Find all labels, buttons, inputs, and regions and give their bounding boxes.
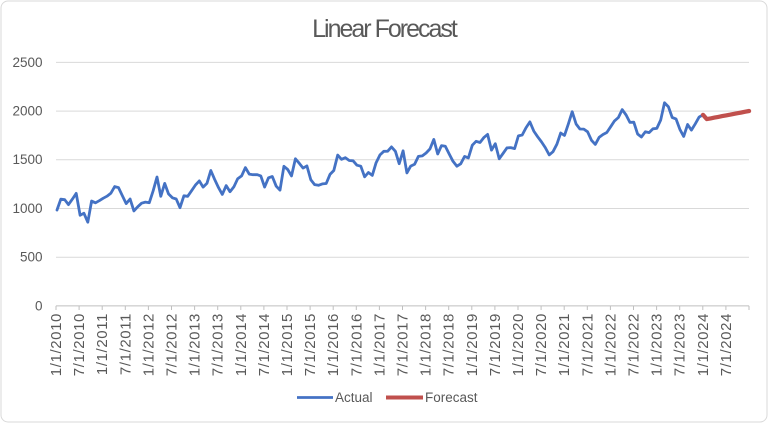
svg-text:1/1/2017: 1/1/2017 bbox=[371, 313, 388, 376]
svg-text:1/1/2015: 1/1/2015 bbox=[279, 313, 296, 376]
svg-text:0: 0 bbox=[35, 298, 43, 313]
svg-text:7/1/2016: 7/1/2016 bbox=[348, 313, 365, 376]
svg-text:7/1/2010: 7/1/2010 bbox=[71, 313, 88, 376]
svg-text:Forecast: Forecast bbox=[425, 390, 478, 405]
svg-text:7/1/2020: 7/1/2020 bbox=[533, 313, 550, 376]
svg-text:1/1/2019: 1/1/2019 bbox=[464, 313, 481, 376]
svg-text:1/1/2020: 1/1/2020 bbox=[510, 313, 527, 376]
svg-text:1/1/2023: 1/1/2023 bbox=[649, 313, 666, 376]
svg-text:1/1/2018: 1/1/2018 bbox=[418, 313, 435, 376]
svg-text:1000: 1000 bbox=[12, 201, 42, 216]
svg-text:7/1/2017: 7/1/2017 bbox=[395, 313, 412, 376]
svg-text:2000: 2000 bbox=[12, 104, 42, 119]
svg-text:7/1/2018: 7/1/2018 bbox=[441, 313, 458, 376]
svg-text:2500: 2500 bbox=[12, 55, 42, 70]
svg-text:7/1/2015: 7/1/2015 bbox=[302, 313, 319, 376]
svg-text:1/1/2021: 1/1/2021 bbox=[556, 313, 573, 376]
svg-text:7/1/2013: 7/1/2013 bbox=[210, 313, 227, 376]
svg-text:7/1/2022: 7/1/2022 bbox=[626, 313, 643, 376]
svg-text:500: 500 bbox=[20, 250, 43, 265]
svg-text:1/1/2010: 1/1/2010 bbox=[48, 313, 65, 376]
svg-text:1/1/2012: 1/1/2012 bbox=[140, 313, 157, 376]
svg-text:7/1/2011: 7/1/2011 bbox=[117, 313, 134, 375]
svg-text:1/1/2024: 1/1/2024 bbox=[695, 313, 712, 376]
svg-text:7/1/2019: 7/1/2019 bbox=[487, 313, 504, 376]
svg-text:7/1/2024: 7/1/2024 bbox=[718, 313, 735, 376]
svg-text:7/1/2021: 7/1/2021 bbox=[579, 313, 596, 376]
svg-text:1500: 1500 bbox=[12, 152, 42, 167]
svg-text:1/1/2014: 1/1/2014 bbox=[233, 313, 250, 376]
svg-text:Linear Forecast: Linear Forecast bbox=[312, 15, 458, 43]
svg-text:1/1/2013: 1/1/2013 bbox=[187, 313, 204, 376]
svg-text:1/1/2011: 1/1/2011 bbox=[94, 313, 111, 375]
svg-text:7/1/2012: 7/1/2012 bbox=[164, 313, 181, 376]
svg-text:Actual: Actual bbox=[335, 390, 373, 405]
svg-text:7/1/2014: 7/1/2014 bbox=[256, 313, 273, 376]
svg-text:7/1/2023: 7/1/2023 bbox=[672, 313, 689, 376]
svg-text:1/1/2022: 1/1/2022 bbox=[602, 313, 619, 376]
svg-text:1/1/2016: 1/1/2016 bbox=[325, 313, 342, 376]
